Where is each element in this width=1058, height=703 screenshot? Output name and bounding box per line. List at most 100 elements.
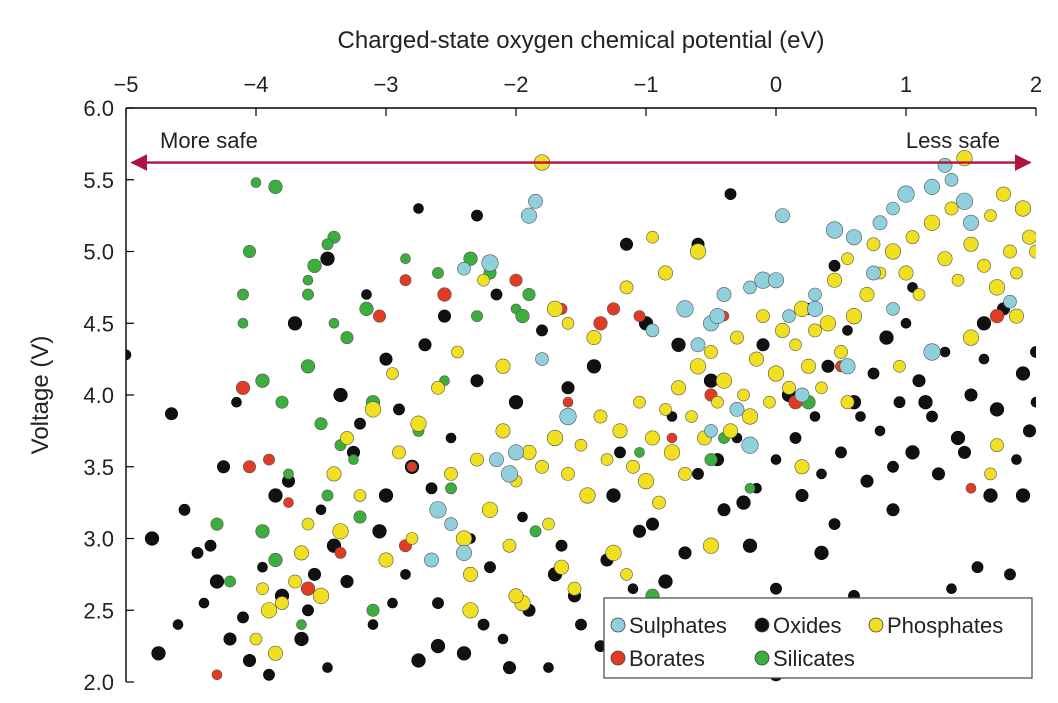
data-point-silicates bbox=[302, 288, 314, 301]
y-tick-label: 6.0 bbox=[83, 96, 114, 121]
data-point-oxides bbox=[835, 446, 847, 459]
data-point-silicates bbox=[359, 301, 374, 317]
data-point-phosphates bbox=[859, 286, 875, 302]
data-point-sulphates bbox=[767, 272, 784, 289]
data-point-phosphates bbox=[963, 236, 979, 252]
data-point-oxides bbox=[354, 417, 366, 430]
data-point-borates bbox=[509, 273, 523, 287]
data-point-phosphates bbox=[689, 358, 707, 375]
data-point-silicates bbox=[348, 454, 359, 465]
data-point-oxides bbox=[477, 618, 490, 631]
x-tick-label: −4 bbox=[243, 72, 268, 97]
data-point-oxides bbox=[393, 403, 405, 416]
data-point-phosphates bbox=[288, 574, 302, 589]
data-point-silicates bbox=[300, 359, 316, 374]
data-point-phosphates bbox=[670, 380, 686, 396]
data-point-oxides bbox=[144, 531, 160, 546]
data-point-silicates bbox=[704, 453, 718, 467]
data-point-oxides bbox=[209, 574, 225, 589]
data-point-oxides bbox=[387, 597, 398, 609]
data-point-oxides bbox=[198, 597, 210, 609]
data-point-phosphates bbox=[644, 430, 660, 446]
legend-box bbox=[603, 597, 1033, 679]
data-point-oxides bbox=[887, 460, 899, 473]
data-point-phosphates bbox=[392, 445, 406, 460]
data-point-sulphates bbox=[457, 261, 471, 276]
data-point-phosphates bbox=[470, 452, 484, 467]
data-point-phosphates bbox=[711, 395, 724, 409]
data-point-sulphates bbox=[455, 544, 472, 561]
data-point-phosphates bbox=[561, 316, 575, 330]
data-point-oxides bbox=[432, 597, 444, 609]
data-point-silicates bbox=[296, 619, 307, 630]
data-point-oxides bbox=[536, 324, 548, 337]
more-safe-label: More safe bbox=[160, 128, 258, 153]
legend-marker-silicates bbox=[754, 650, 770, 666]
data-point-sulphates bbox=[690, 337, 706, 353]
data-point-borates bbox=[300, 581, 316, 596]
data-point-phosphates bbox=[977, 258, 991, 273]
data-point-oxides bbox=[543, 662, 554, 673]
data-point-oxides bbox=[1015, 488, 1031, 503]
data-point-phosphates bbox=[586, 330, 602, 346]
data-point-phosphates bbox=[312, 587, 330, 605]
data-point-phosphates bbox=[800, 358, 816, 374]
data-point-sulphates bbox=[535, 352, 549, 366]
data-point-phosphates bbox=[326, 466, 342, 482]
data-point-oxides bbox=[178, 503, 191, 516]
data-point-silicates bbox=[268, 552, 283, 568]
data-point-borates bbox=[606, 302, 620, 316]
data-point-oxides bbox=[983, 488, 998, 503]
data-points bbox=[126, 150, 1036, 682]
x-tick-label: 1 bbox=[900, 72, 912, 97]
data-point-phosphates bbox=[990, 438, 1004, 453]
data-point-phosphates bbox=[951, 273, 965, 287]
legend-marker-phosphates bbox=[868, 617, 884, 633]
data-point-sulphates bbox=[962, 214, 979, 231]
data-point-oxides bbox=[931, 467, 945, 481]
data-point-borates bbox=[633, 310, 646, 322]
data-point-sulphates bbox=[839, 358, 856, 375]
data-point-oxides bbox=[809, 411, 821, 422]
data-point-phosphates bbox=[944, 201, 959, 216]
data-point-sulphates bbox=[520, 207, 537, 224]
data-point-phosphates bbox=[620, 568, 633, 581]
data-point-phosphates bbox=[923, 214, 941, 231]
data-point-oxides bbox=[742, 538, 758, 553]
data-point-phosphates bbox=[386, 367, 399, 380]
data-point-oxides bbox=[717, 503, 731, 517]
data-point-phosphates bbox=[1022, 229, 1036, 245]
x-tick-label: −5 bbox=[113, 72, 138, 97]
data-point-phosphates bbox=[574, 438, 588, 452]
data-point-phosphates bbox=[477, 273, 490, 287]
data-point-phosphates bbox=[249, 632, 263, 646]
legend-label-borates: Borates bbox=[629, 646, 705, 671]
data-point-oxides bbox=[437, 309, 451, 323]
data-point-sulphates bbox=[872, 215, 888, 231]
data-point-oxides bbox=[307, 567, 321, 581]
y-tick-label: 4.5 bbox=[83, 311, 114, 336]
y-tick-label: 2.5 bbox=[83, 598, 114, 623]
data-point-oxides bbox=[1011, 454, 1022, 465]
data-point-oxides bbox=[470, 374, 484, 388]
data-point-phosphates bbox=[301, 517, 315, 531]
data-point-phosphates bbox=[789, 338, 802, 352]
data-point-phosphates bbox=[455, 530, 473, 547]
data-point-oxides bbox=[606, 488, 621, 503]
data-point-sulphates bbox=[741, 436, 759, 454]
data-point-sulphates bbox=[645, 323, 660, 338]
data-point-phosphates bbox=[431, 380, 445, 395]
data-point-sulphates bbox=[866, 265, 881, 281]
data-point-oxides bbox=[575, 618, 587, 631]
data-point-oxides bbox=[614, 446, 626, 459]
data-point-phosphates bbox=[451, 345, 464, 359]
data-point-phosphates bbox=[715, 372, 733, 389]
data-point-oxides bbox=[842, 325, 853, 336]
data-point-oxides bbox=[1030, 346, 1036, 358]
legend: Sulphates Oxides Phosphates Borates Sili… bbox=[603, 597, 1033, 679]
data-point-phosphates bbox=[405, 532, 419, 545]
data-point-oxides bbox=[724, 188, 737, 200]
data-point-borates bbox=[372, 309, 386, 323]
data-point-oxides bbox=[263, 668, 275, 681]
data-point-silicates bbox=[340, 331, 354, 345]
